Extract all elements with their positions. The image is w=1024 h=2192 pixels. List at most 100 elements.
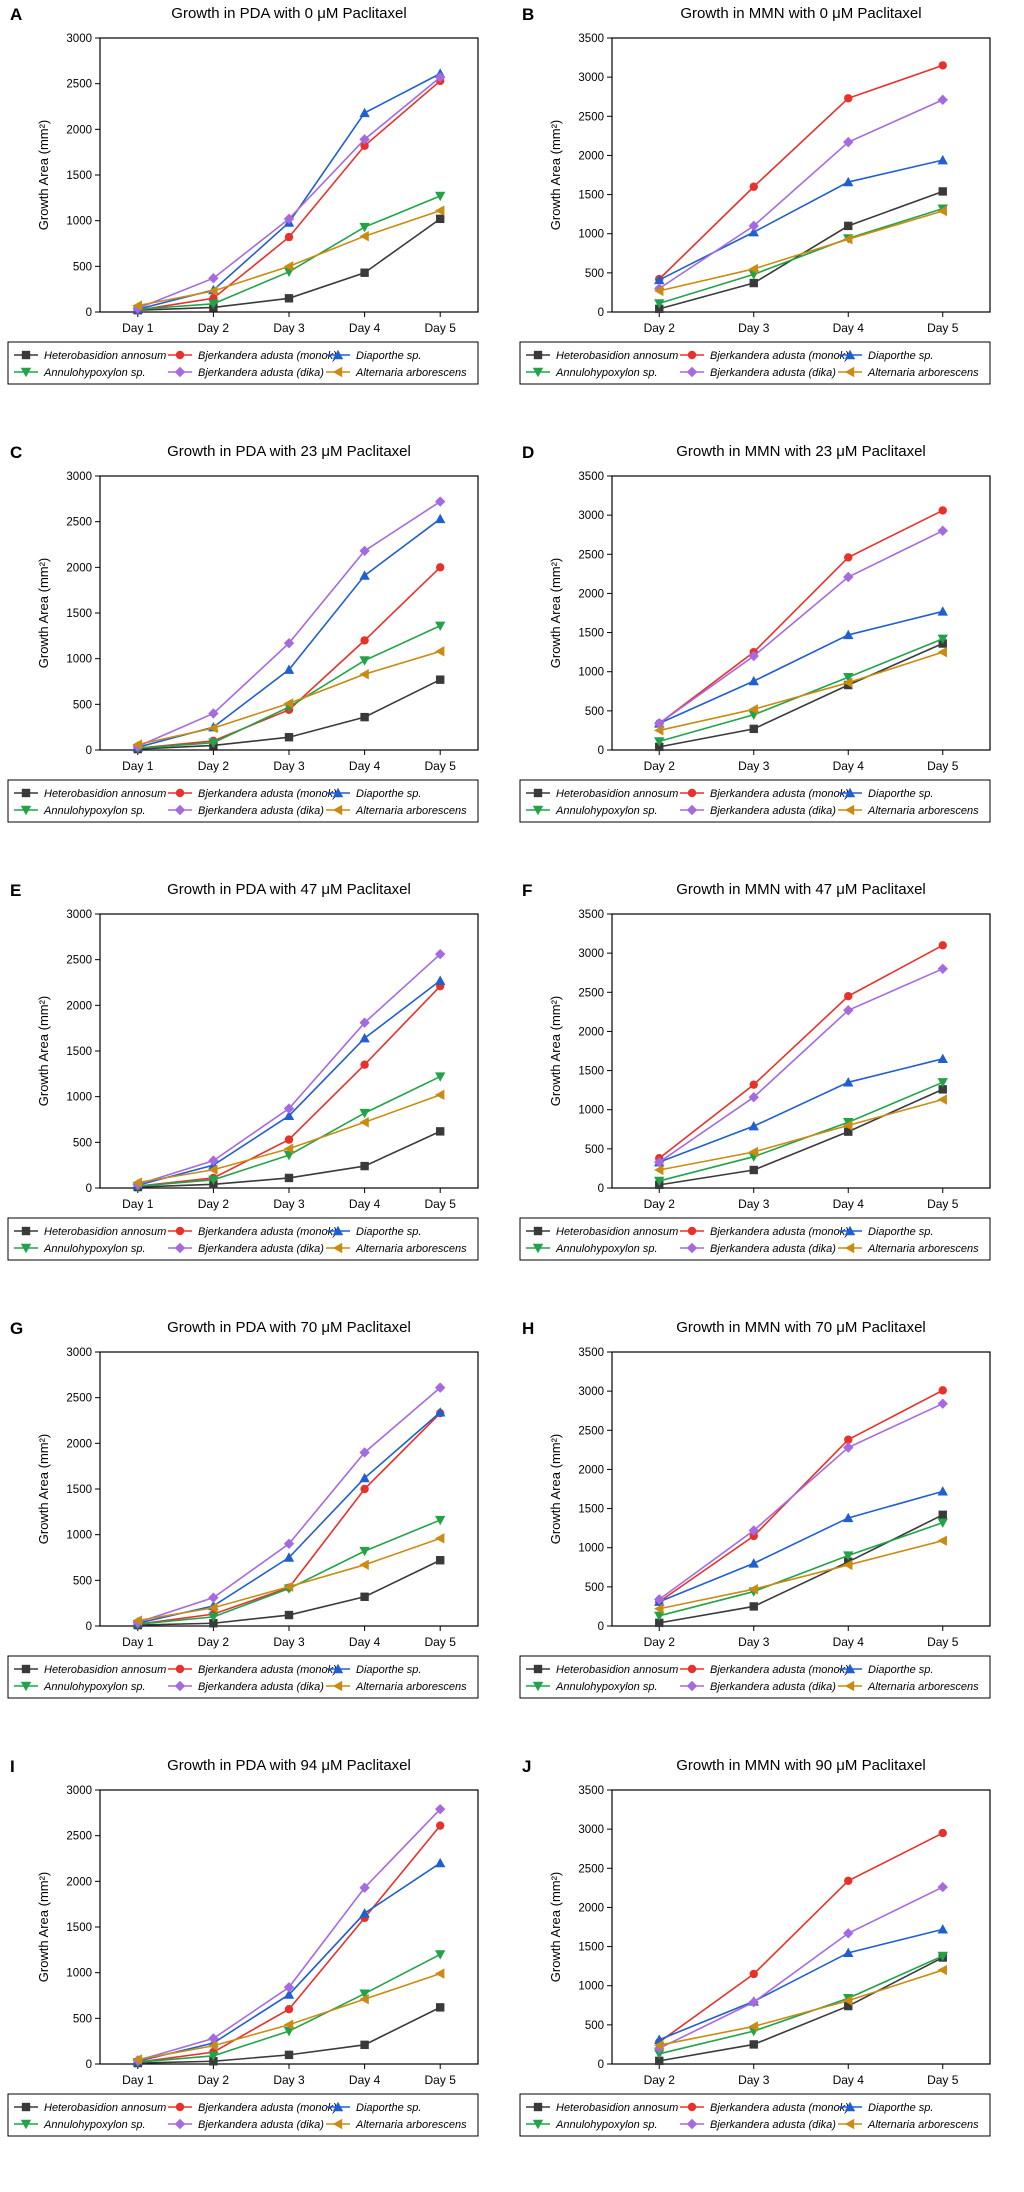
data-point-alternaria-arborescens [748,704,758,715]
legend-label-diaporthe-sp: Diaporthe sp. [868,788,933,800]
y-tick-label: 1500 [66,170,92,182]
y-axis-label: Growth Area (mm²) [36,1872,51,1983]
data-point-annulohypoxylon-sp [843,1551,854,1561]
y-tick-label: 2000 [66,562,92,574]
data-point-bjerkandera-adusta-monok [938,941,947,950]
panel-letter: B [522,5,534,24]
data-point-heterobasidion-annosum [284,733,294,742]
data-point-alternaria-arborescens [283,2019,294,2030]
data-point-heterobasidion-annosum [844,1557,853,1567]
legend-marker-bjerkandera-adusta-monok [687,1664,697,1674]
legend-label-alternaria-arborescens: Alternaria arborescens [867,805,979,817]
x-tick-label: Day 3 [738,1197,770,1211]
data-point-bjerkandera-adusta-dika [843,136,854,148]
y-tick-label: 3000 [578,948,604,960]
data-point-annulohypoxylon-sp [359,656,370,666]
y-tick-label: 3500 [578,471,604,483]
x-tick-label: Day 5 [425,2073,457,2087]
y-axis-label: Growth Area (mm²) [548,120,563,231]
y-axis-label: Growth Area (mm²) [548,1872,563,1983]
data-point-diaporthe-sp [843,1512,854,1523]
y-tick-label: 1000 [578,1981,604,1993]
legend [519,779,991,823]
data-point-annulohypoxylon-sp [435,1950,446,1960]
legend [519,1655,991,1699]
x-tick-label: Day 4 [349,759,381,773]
legend-label-bjerkandera-adusta-monok: Bjerkandera adusta (monok) [198,1226,337,1238]
y-tick-label: 3500 [578,1347,604,1359]
legend-marker-alternaria-arborescens [844,804,855,816]
legend-marker-diaporthe-sp [844,2101,856,2112]
panel-j: J Growth in MMN with 90 μM Paclitaxel 0 500… [519,1757,991,2137]
legend-marker-annulohypoxylon-sp [532,1681,544,1692]
data-point-bjerkandera-adusta-dika [359,1882,370,1893]
series-line-heterobasidion-annosum [659,1956,944,2062]
legend [519,341,991,385]
y-tick-label: 3000 [66,1347,92,1359]
series-line-bjerkandera-adusta-dika [658,968,944,1163]
data-point-alternaria-arborescens [283,1581,294,1592]
legend-label-heterobasidion-annosum: Heterobasidion annosum [556,1664,678,1676]
y-tick-label: 1000 [578,229,604,241]
data-point-alternaria-arborescens [843,1559,853,1571]
y-tick-label: 0 [598,1183,604,1195]
legend-marker-diaporthe-sp [844,787,856,798]
data-point-diaporthe-sp [359,1472,370,1483]
data-point-bjerkandera-adusta-monok [844,94,853,103]
y-tick-label: 500 [585,1582,604,1594]
legend-label-alternaria-arborescens: Alternaria arborescens [355,1243,467,1255]
x-tick-label: Day 4 [349,1635,381,1649]
panel-c: C Growth in PDA with 23 μM Paclitaxel 0 500… [7,443,479,823]
data-point-diaporthe-sp [937,1053,948,1064]
plot-frame [611,37,991,313]
y-tick-label: 500 [585,268,604,280]
y-tick-label: 2500 [66,955,92,967]
legend-label-bjerkandera-adusta-dika: Bjerkandera adusta (dika) [198,2119,324,2131]
legend-label-heterobasidion-annosum: Heterobasidion annosum [44,350,166,362]
data-point-bjerkandera-adusta-monok [844,1435,853,1444]
y-tick-label: 1500 [578,1942,604,1954]
legend-label-bjerkandera-adusta-monok: Bjerkandera adusta (monok) [710,350,849,362]
legend-marker-bjerkandera-adusta-dika [686,1680,698,1692]
legend-marker-alternaria-arborescens [332,366,343,378]
panel-letter: A [10,5,22,24]
series-line-bjerkandera-adusta-dika [658,1886,944,2050]
data-point-diaporthe-sp [937,154,948,165]
data-point-heterobasidion-annosum [284,294,294,303]
series-line-annulohypoxylon-sp [659,1521,944,1617]
data-point-alternaria-arborescens [132,739,142,750]
legend-label-diaporthe-sp: Diaporthe sp. [868,1226,933,1238]
panel-i: I Growth in PDA with 94 μM Paclitaxel 0 500… [7,1757,479,2137]
data-point-annulohypoxylon-sp [435,191,446,202]
legend [519,1217,991,1261]
panel-letter: C [10,443,22,462]
data-point-bjerkandera-adusta-monok [284,232,294,242]
y-axis-label: Growth Area (mm²) [548,996,563,1107]
legend [7,2093,479,2137]
data-point-diaporthe-sp [748,226,759,237]
x-tick-label: Day 3 [273,1197,305,1211]
chart-title: Growth in PDA with 0 μM Paclitaxel [171,5,406,22]
y-tick-label: 2000 [578,1026,604,1038]
data-point-bjerkandera-adusta-dika [654,2043,665,2054]
data-point-alternaria-arborescens [937,205,947,217]
data-point-bjerkandera-adusta-dika [748,220,759,232]
data-point-heterobasidion-annosum [844,1127,853,1136]
y-tick-label: 1000 [66,1092,92,1104]
legend-marker-bjerkandera-adusta-monok [175,1664,185,1674]
data-point-bjerkandera-adusta-dika [748,1091,759,1103]
legend-label-annulohypoxylon-sp: Annulohypoxylon sp. [43,805,146,817]
legend-label-heterobasidion-annosum: Heterobasidion annosum [44,788,166,800]
data-point-bjerkandera-adusta-monok [844,992,853,1001]
x-tick-label: Day 5 [927,759,959,773]
data-point-heterobasidion-annosum [749,1602,758,1611]
chart-title: Growth in MMN with 90 μM Paclitaxel [676,1757,926,1774]
legend-marker-bjerkandera-adusta-monok [175,350,185,360]
legend-label-bjerkandera-adusta-monok: Bjerkandera adusta (monok) [198,2102,337,2114]
y-tick-label: 500 [73,1575,92,1587]
y-tick-label: 1000 [578,667,604,679]
x-tick-label: Day 3 [738,759,770,773]
data-point-bjerkandera-adusta-dika [435,72,446,83]
data-point-bjerkandera-adusta-dika [359,1447,370,1458]
